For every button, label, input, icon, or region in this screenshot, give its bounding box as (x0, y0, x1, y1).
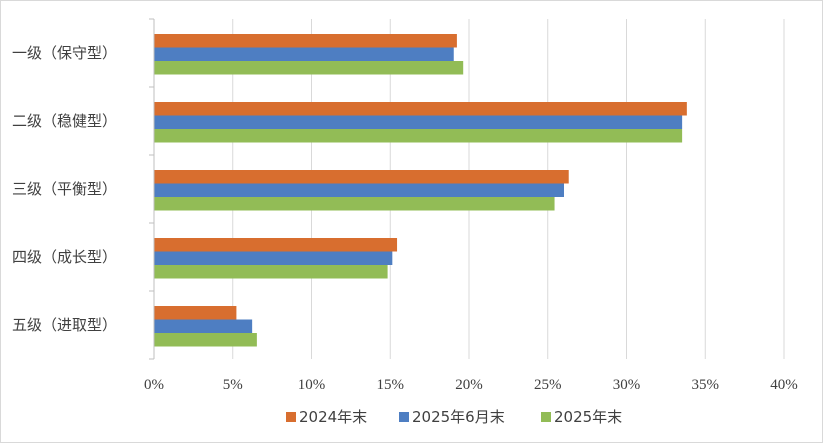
bar (154, 251, 393, 265)
x-tick-label: 10% (298, 377, 326, 393)
bar (154, 183, 564, 197)
legend-swatch (541, 412, 551, 422)
bar (154, 129, 683, 143)
category-label: 二级（稳健型） (12, 112, 117, 130)
bar (154, 319, 253, 333)
bar (154, 333, 257, 347)
x-tick-labels: 0% 5% 10% 15% 20% 25% 30% 35% 40% (144, 377, 798, 393)
bar (154, 102, 687, 116)
bar (154, 197, 555, 211)
x-tick-label: 25% (534, 377, 562, 393)
category-labels: 一级（保守型） 二级（稳健型） 三级（平衡型） 四级（成长型） 五级（进取型） (12, 44, 117, 334)
category-label: 五级（进取型） (12, 316, 117, 334)
bar (154, 34, 457, 48)
legend-swatch (286, 412, 296, 422)
bars (154, 34, 687, 347)
legend-label: 2025年末 (554, 408, 622, 426)
bar (154, 115, 683, 129)
category-label: 三级（平衡型） (12, 180, 117, 198)
legend-swatch (399, 412, 409, 422)
category-label: 四级（成长型） (12, 248, 117, 266)
x-tick-label: 30% (613, 377, 641, 393)
bar (154, 238, 398, 252)
legend-label: 2024年末 (299, 408, 367, 426)
x-tick-label: 35% (692, 377, 720, 393)
x-tick-label: 5% (223, 377, 243, 393)
legend-label: 2025年6月末 (412, 408, 505, 426)
legend: 2024年末 2025年6月末 2025年末 (286, 408, 622, 426)
category-axis (149, 18, 155, 360)
x-tick-label: 40% (770, 377, 798, 393)
x-tick-label: 15% (377, 377, 405, 393)
bar (154, 306, 237, 320)
bar (154, 265, 388, 279)
x-tick-label: 20% (455, 377, 483, 393)
category-label: 一级（保守型） (12, 44, 117, 62)
bar (154, 47, 454, 61)
bar (154, 61, 464, 75)
bar (154, 170, 569, 184)
x-tick-label: 0% (144, 377, 164, 393)
